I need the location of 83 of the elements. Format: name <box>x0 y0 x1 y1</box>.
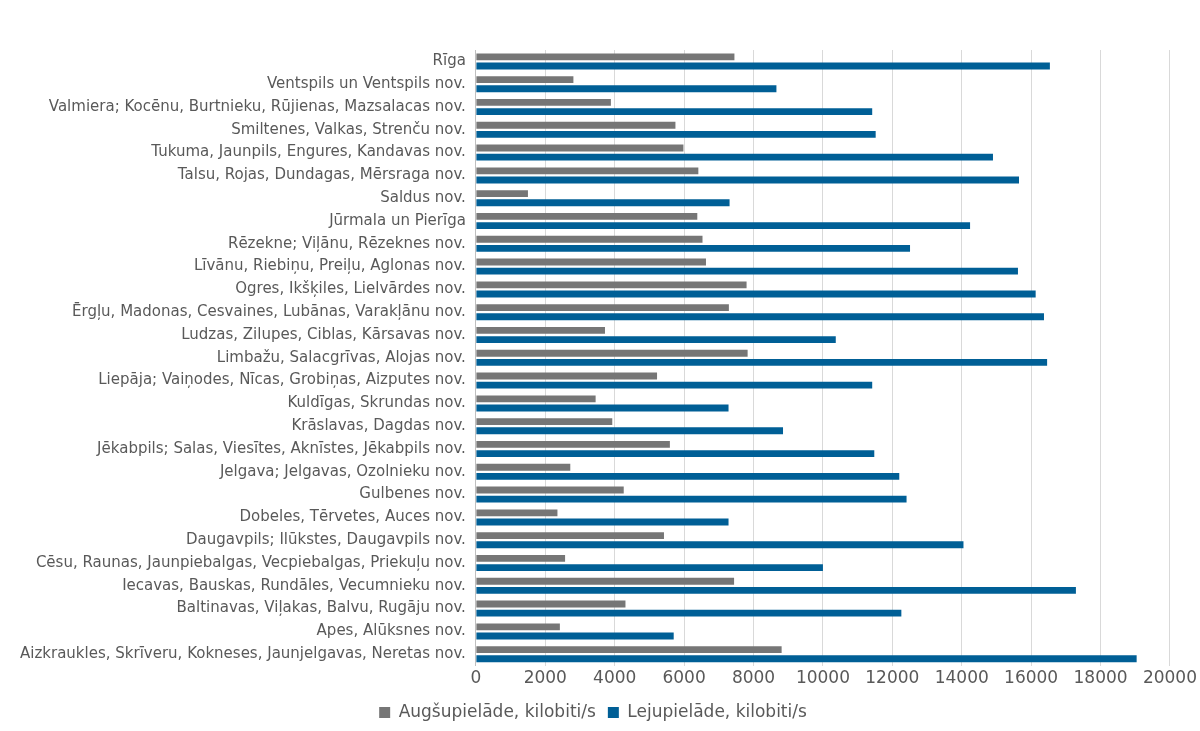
bar <box>476 655 1137 663</box>
bar <box>476 85 777 93</box>
bar <box>476 130 876 138</box>
y-tick-label: Ludzas, Zilupes, Ciblas, Kārsavas nov. <box>181 324 466 343</box>
y-tick-label: Saldus nov. <box>380 188 466 207</box>
bar <box>476 472 900 480</box>
bar <box>476 76 574 84</box>
bar <box>476 167 699 175</box>
x-tick-label: 14000 <box>934 667 989 688</box>
y-tick-label: Rēzekne; Viļānu, Rēzeknes nov. <box>227 233 466 252</box>
y-tick-label: Jelgava; Jelgavas, Ozolnieku nov. <box>218 461 466 480</box>
y-tick-label: Liepāja; Vaiņodes, Nīcas, Grobiņas, Aizputes nov. <box>98 370 466 389</box>
bar <box>476 427 784 435</box>
y-tick-label: Aizkraukles, Skrīveru, Kokneses, Jaunjelgavas, Neretas nov. <box>19 644 466 663</box>
x-tick-label: 6000 <box>662 667 706 688</box>
bar <box>476 609 902 617</box>
y-tick-label: Ventspils un Ventspils nov. <box>267 74 466 93</box>
bar <box>476 555 566 562</box>
bar <box>476 313 1044 321</box>
bar <box>476 153 993 161</box>
y-tick-label: Ogres, Ikšķiles, Lielvārdes nov. <box>235 279 466 298</box>
bar <box>476 213 698 220</box>
bar <box>476 190 528 198</box>
y-tick-label: Gulbenes nov. <box>359 484 466 503</box>
x-tick-label: 18000 <box>1073 667 1128 688</box>
y-tick-label: Valmiera; Kocēnu, Burtnieku, Rūjienas, Mazsalacas nov. <box>48 96 466 115</box>
y-tick-label: Cēsu, Raunas, Jaunpiebalgas, Vecpiebalgas, Priekuļu nov. <box>35 552 466 571</box>
x-tick-label: 4000 <box>593 667 637 688</box>
bar <box>476 222 971 229</box>
bar <box>476 564 823 571</box>
legend-label: Lejupielāde, kilobiti/s <box>627 700 807 721</box>
bar <box>476 336 836 343</box>
bar <box>476 646 782 654</box>
bar <box>476 381 873 389</box>
bar <box>476 281 747 289</box>
bar <box>476 53 735 61</box>
bar <box>476 358 1048 366</box>
y-tick-label: Dobeles, Tērvetes, Auces nov. <box>239 507 466 526</box>
bar <box>476 395 596 403</box>
x-tick-label: 10000 <box>795 667 850 688</box>
bar <box>476 495 907 503</box>
y-tick-label: Baltinavas, Viļakas, Balvu, Rugāju nov. <box>176 598 466 617</box>
bar <box>476 235 703 243</box>
bar <box>476 418 613 426</box>
y-tick-label: Iecavas, Bauskas, Rundāles, Vecumnieku nov. <box>122 575 466 594</box>
y-tick-label: Rīga <box>432 51 466 70</box>
x-tick-label: 0 <box>470 667 482 688</box>
y-tick-label: Jēkabpils; Salas, Viesītes, Aknīstes, Jēkabpils nov. <box>96 438 466 457</box>
bar <box>476 99 611 106</box>
x-tick-label: 16000 <box>1004 667 1059 688</box>
y-tick-label: Smiltenes, Valkas, Strenču nov. <box>231 119 466 138</box>
bar <box>476 509 558 517</box>
bar <box>476 121 676 129</box>
y-tick-label: Kuldīgas, Skrundas nov. <box>287 393 466 412</box>
bar <box>476 267 1018 275</box>
bar <box>476 623 560 631</box>
x-tick-label: 12000 <box>865 667 920 688</box>
y-tick-label: Apes, Alūksnes nov. <box>316 621 466 640</box>
bar <box>476 450 875 457</box>
bar <box>476 199 730 207</box>
bar <box>476 108 873 115</box>
bar <box>476 244 911 252</box>
bar <box>476 441 670 448</box>
bar <box>476 532 664 540</box>
bar <box>476 327 605 334</box>
legend-label: Augšupielāde, kilobiti/s <box>398 700 596 721</box>
bar <box>476 304 729 312</box>
bar <box>476 349 748 357</box>
x-tick-label: 8000 <box>731 667 776 688</box>
x-tick-label: 20000 <box>1142 667 1198 688</box>
x-tick-label: 2000 <box>523 667 567 688</box>
bar <box>476 463 571 471</box>
y-tick-label: Ērgļu, Madonas, Cesvaines, Lubānas, Varakļānu nov. <box>72 302 466 321</box>
bar <box>476 541 964 549</box>
y-tick-label: Tukuma, Jaunpils, Engures, Kandavas nov. <box>150 142 466 161</box>
bar <box>476 577 735 585</box>
y-tick-label: Talsu, Rojas, Dundagas, Mērsraga nov. <box>176 165 466 184</box>
y-tick-label: Jūrmala un Pierīga <box>328 210 466 229</box>
y-tick-label: Krāslavas, Dagdas nov. <box>291 416 466 435</box>
y-tick-label: Daugavpils; Ilūkstes, Daugavpils nov. <box>186 530 466 549</box>
bar <box>476 586 1076 594</box>
y-tick-label: Līvānu, Riebiņu, Preiļu, Aglonas nov. <box>193 256 466 275</box>
y-tick-label: Limbažu, Salacgrīvas, Alojas nov. <box>216 347 466 366</box>
